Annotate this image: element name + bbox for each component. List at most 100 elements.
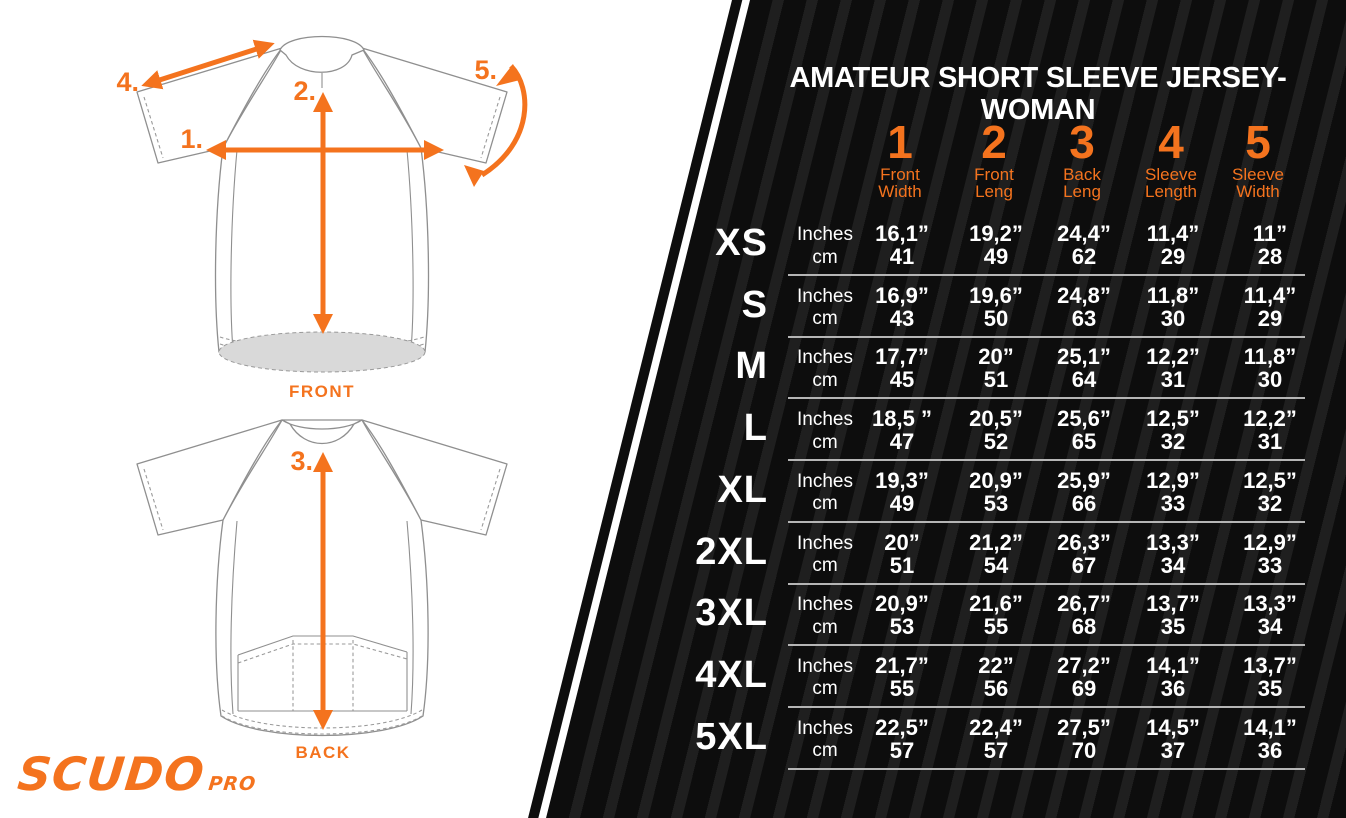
value-cm: 68 xyxy=(1071,614,1097,640)
value-inches: 24,8” xyxy=(1057,282,1111,308)
measure-number-4: 4. xyxy=(116,67,139,97)
arrow-sleeve-length xyxy=(141,39,275,90)
column-number: 4 xyxy=(1158,116,1184,168)
back-cuff-stitch-right xyxy=(480,468,501,531)
value-cm: 34 xyxy=(1257,614,1283,640)
value-cm: 57 xyxy=(889,737,915,763)
value-cm: 30 xyxy=(1257,367,1283,393)
column-label: Front xyxy=(974,165,1014,184)
value-inches: 18,5 ” xyxy=(872,406,932,432)
value-cm: 67 xyxy=(1071,552,1097,578)
row-separator xyxy=(788,644,1305,647)
value-cm: 57 xyxy=(983,737,1009,763)
value-cm: 28 xyxy=(1257,244,1283,269)
value-inches: 17,7” xyxy=(875,344,929,370)
value-inches: 19,6” xyxy=(969,282,1023,308)
value-cm: 66 xyxy=(1071,490,1097,516)
column-header: 1 Front Width xyxy=(840,118,960,200)
column-number: 1 xyxy=(887,116,913,168)
unit-label-cm: cm xyxy=(812,308,838,330)
value-cm: 30 xyxy=(1160,305,1186,331)
measure-number-2: 2. xyxy=(293,76,316,106)
column-number: 3 xyxy=(1069,116,1095,168)
value-cm: 62 xyxy=(1071,244,1097,269)
value-cm: 33 xyxy=(1257,552,1283,578)
value-cm: 36 xyxy=(1160,675,1186,701)
front-side-seam-right xyxy=(406,149,414,351)
unit-label-inches: Inches xyxy=(797,285,853,307)
value-cm: 65 xyxy=(1071,429,1097,455)
unit-label-inches: Inches xyxy=(797,470,853,492)
row-separator xyxy=(788,582,1305,585)
value-inches: 12,9” xyxy=(1146,467,1200,493)
value-cm: 52 xyxy=(983,429,1009,455)
front-collar xyxy=(279,35,365,73)
column-header: 4 Sleeve Length xyxy=(1111,118,1231,200)
value-cm: 29 xyxy=(1160,244,1186,269)
unit-label-cm: cm xyxy=(812,431,838,453)
value-inches: 21,7” xyxy=(875,652,929,678)
column-header: 3 Back Leng xyxy=(1022,118,1142,200)
value-inches: 19,3” xyxy=(875,467,929,493)
back-pocket-stitch xyxy=(237,643,408,664)
unit-label-cm: cm xyxy=(812,246,838,268)
back-label: BACK xyxy=(295,743,350,762)
value-inches: 20,9” xyxy=(969,467,1023,493)
value-inches: 11,4” xyxy=(1146,221,1200,246)
column-label: Front xyxy=(880,165,920,184)
value-inches: 22” xyxy=(978,652,1014,678)
size-label: S xyxy=(741,283,768,326)
unit-label-cm: cm xyxy=(812,678,838,700)
measure-number-5: 5. xyxy=(474,55,497,85)
value-inches: 11” xyxy=(1252,221,1288,246)
size-label: 4XL xyxy=(695,653,768,696)
value-inches: 21,6” xyxy=(969,591,1023,617)
value-inches: 25,9” xyxy=(1057,467,1111,493)
back-cuff-stitch-left xyxy=(143,468,164,531)
value-inches: 21,2” xyxy=(969,529,1023,555)
column-label: Width xyxy=(878,182,922,201)
front-side-seam-left xyxy=(230,149,238,351)
unit-label-cm: cm xyxy=(812,740,838,762)
row-separator xyxy=(788,767,1305,770)
back-collar xyxy=(281,419,363,445)
unit-label-cm: cm xyxy=(812,493,838,515)
value-cm: 43 xyxy=(889,305,915,331)
value-inches: 13,3” xyxy=(1146,529,1200,555)
column-label: Length xyxy=(1145,182,1197,201)
back-sleeve-right xyxy=(361,419,508,536)
value-cm: 31 xyxy=(1257,429,1283,455)
value-inches: 16,1” xyxy=(875,221,929,246)
value-cm: 51 xyxy=(889,552,915,578)
back-hem-stitch xyxy=(221,715,423,735)
value-cm: 47 xyxy=(889,429,915,455)
measure-number-1: 1. xyxy=(180,124,203,154)
value-cm: 31 xyxy=(1160,367,1186,393)
value-cm: 35 xyxy=(1257,675,1283,701)
front-cuff-stitch-left xyxy=(143,96,164,159)
row-separator xyxy=(788,705,1305,708)
size-label: 3XL xyxy=(695,592,768,635)
value-inches: 11,8” xyxy=(1243,344,1297,370)
row-separator xyxy=(788,459,1305,462)
value-inches: 12,2” xyxy=(1243,406,1297,432)
value-inches: 13,7” xyxy=(1146,591,1200,617)
column-label: Leng xyxy=(1063,182,1101,201)
unit-label-inches: Inches xyxy=(797,594,853,616)
front-label: FRONT xyxy=(289,382,355,401)
unit-label-cm: cm xyxy=(812,369,838,391)
value-inches: 25,1” xyxy=(1057,344,1111,370)
back-sleeve-left xyxy=(136,419,283,536)
value-cm: 29 xyxy=(1257,305,1283,331)
front-cuff-stitch-right xyxy=(480,96,501,159)
value-cm: 56 xyxy=(983,675,1009,701)
value-inches: 20,9” xyxy=(875,591,929,617)
value-cm: 64 xyxy=(1071,367,1097,393)
value-inches: 27,5” xyxy=(1057,714,1111,740)
value-inches: 26,7” xyxy=(1057,591,1111,617)
value-cm: 41 xyxy=(889,244,915,269)
value-inches: 12,5” xyxy=(1146,406,1200,432)
value-inches: 20” xyxy=(884,529,920,555)
value-inches: 14,1” xyxy=(1243,714,1297,740)
column-label: Sleeve xyxy=(1145,165,1197,184)
